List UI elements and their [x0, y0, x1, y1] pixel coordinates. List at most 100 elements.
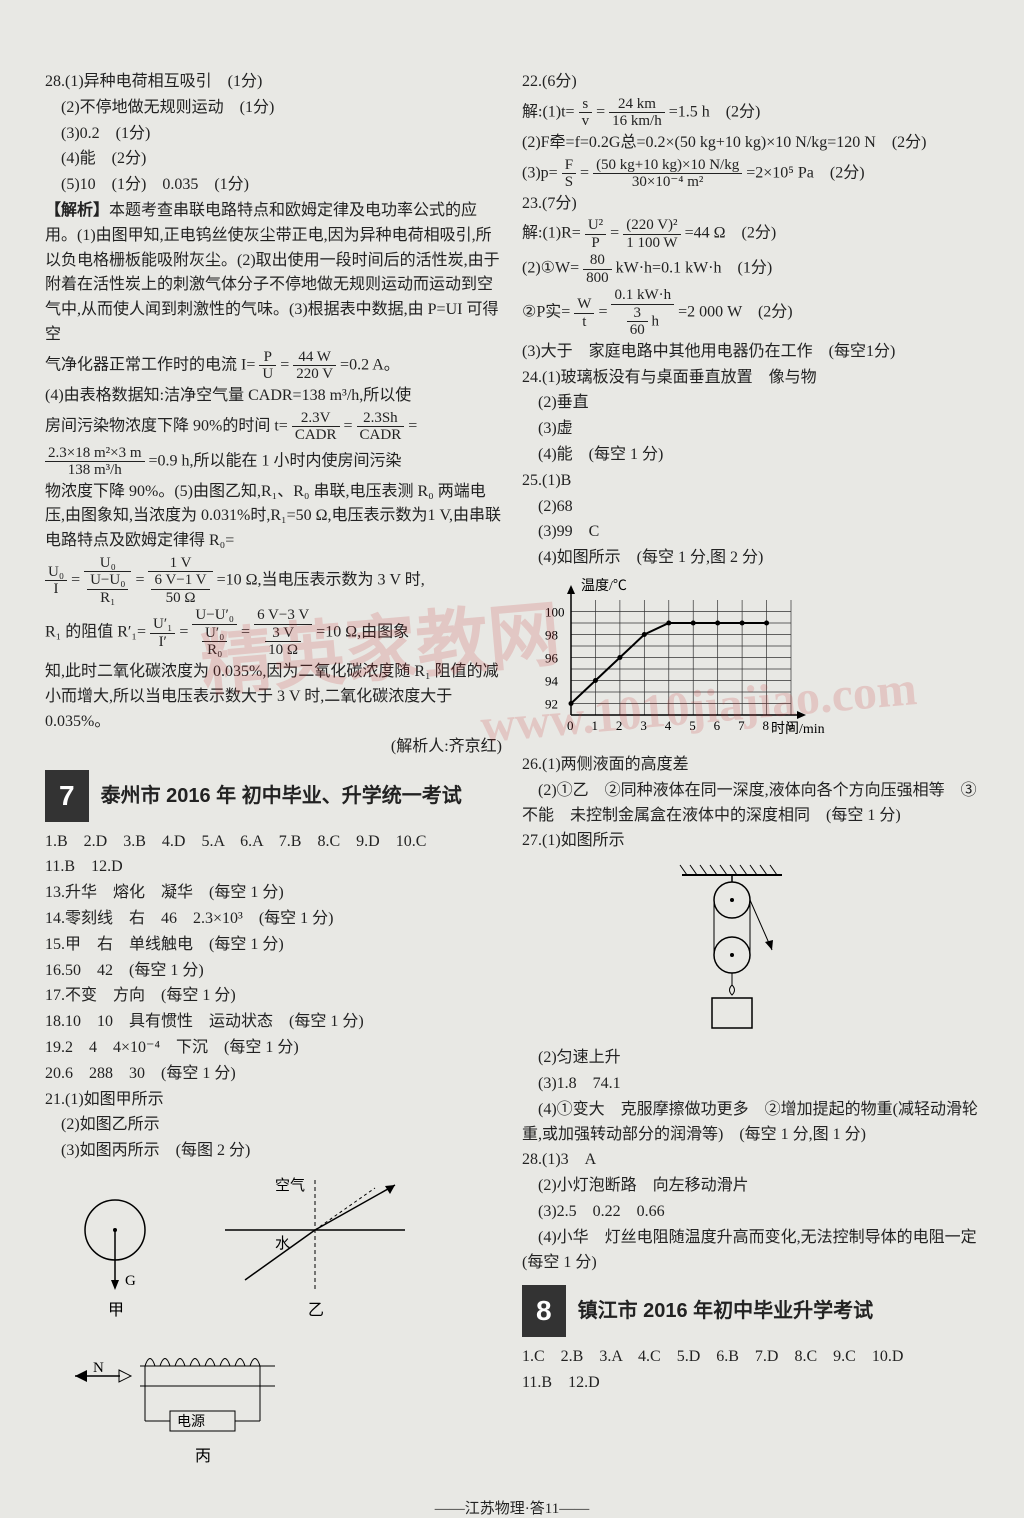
frac-num: U²: [585, 217, 606, 235]
q28b-line: (2)小灯泡断路 向左移动滑片: [522, 1174, 979, 1199]
frac-num: s: [579, 96, 593, 114]
answer-line: 11.B 12.D: [45, 855, 502, 880]
frac-num: U₀: [84, 555, 131, 573]
answer-line: 15.甲 右 单线触电 (每空 1 分): [45, 933, 502, 958]
label-bing: 丙: [195, 1448, 211, 1465]
q23-l3: ②P实= Wt = 0.1 kW·h360 h =2 000 W (2分): [522, 287, 979, 339]
q28-line: (5)10 (1分) 0.035 (1分): [45, 173, 502, 198]
q25-line: (2)68: [522, 495, 979, 520]
q22-l1: 解:(1)t= sv = 24 km16 km/h =1.5 h (2分): [522, 96, 979, 130]
credit-line: (解析人:齐京红): [45, 735, 502, 760]
q28b-line: (4)小华 灯丝电阻随温度升高而变化,无法控制导体的电阻一定 (每空 1 分): [522, 1226, 979, 1276]
frac-den: S: [562, 174, 576, 191]
diagram-bing: N 电源 丙: [45, 1336, 345, 1476]
svg-text:9: 9: [787, 718, 794, 733]
q23-header: 23.(7分): [522, 192, 979, 217]
frac-num: 6 V−1 V: [151, 572, 209, 590]
q22-l2: (2)F牵=f=0.2G总=0.2×(50 kg+10 kg)×10 N/kg=…: [522, 131, 979, 156]
frac-num: U−U₀: [87, 572, 128, 590]
svg-text:4: 4: [665, 718, 672, 733]
q22-l3: (3)p= FS = (50 kg+10 kg)×10 N/kg30×10⁻⁴ …: [522, 157, 979, 191]
frac-den: 60: [627, 322, 648, 339]
q26-line: (2)①乙 ②同种液体在同一深度,液体向各个方向压强相等 ③不能 未控制金属盒在…: [522, 779, 979, 829]
q28-line: 28.(1)异种电荷相互吸引 (1分): [45, 70, 502, 95]
frac-num: U′₀: [202, 625, 227, 643]
q28b-line: 28.(1)3 A: [522, 1148, 979, 1173]
q28b-line: (3)2.5 0.22 0.66: [522, 1200, 979, 1225]
analysis-text: 本题考查串联电路特点和欧姆定律及电功率公式的应用。(1)由图甲知,正电钨丝使灰尘…: [45, 202, 500, 343]
q26-line: 26.(1)两侧液面的高度差: [522, 753, 979, 778]
svg-text:0: 0: [567, 718, 574, 733]
q25-line: 25.(1)B: [522, 469, 979, 494]
section-8-header: 8 镇江市 2016 年初中毕业升学考试: [522, 1285, 979, 1336]
answer-line: 18.10 10 具有惯性 运动状态 (每空 1 分): [45, 1010, 502, 1035]
eq: =: [344, 417, 353, 434]
svg-text:6: 6: [714, 718, 721, 733]
label-air: 空气: [275, 1177, 305, 1194]
q25-line: (4)如图所示 (每空 1 分,图 2 分): [522, 546, 979, 571]
frac-num: U₀: [45, 564, 67, 582]
q24-line: (3)虚: [522, 417, 979, 442]
frac-den: I′: [150, 634, 175, 651]
formula-suffix: =10 Ω,由图象: [316, 624, 409, 641]
frac-den: CADR: [357, 427, 405, 444]
svg-text:100: 100: [545, 605, 565, 620]
label-G: G: [125, 1273, 136, 1289]
section-title: 泰州市 2016 年 初中毕业、升学统一考试: [101, 783, 462, 809]
answer-line: 19.2 4 4×10⁻⁴ 下沉 (每空 1 分): [45, 1036, 502, 1061]
q23-l2: (2)①W= 80800 kW·h=0.1 kW·h (1分): [522, 252, 979, 286]
frac-num: 0.1 kW·h: [611, 287, 674, 305]
frac-den: I: [45, 581, 67, 598]
suffix: =2 000 W (2分): [678, 304, 793, 321]
formula-line: 房间污染物浓度下降 90%的时间 t= 2.3VCADR = 2.3ShCADR…: [45, 410, 502, 444]
analysis-line: 物浓度下降 90%。(5)由图乙知,R₁、R₀ 串联,电压表测 R₀ 两端电压,…: [45, 480, 502, 554]
frac-den: 16 km/h: [609, 113, 665, 130]
suffix: =1.5 h (2分): [669, 103, 761, 120]
section-7-header: 7 泰州市 2016 年 初中毕业、升学统一考试: [45, 770, 502, 821]
frac-den: 10 Ω: [265, 642, 301, 659]
svg-text:94: 94: [545, 674, 559, 689]
prefix: (2)①W=: [522, 260, 579, 277]
frac-den: 30×10⁻⁴ m²: [593, 174, 742, 191]
answer-line: 13.升华 熔化 凝华 (每空 1 分): [45, 881, 502, 906]
frac-num: U′₁: [150, 616, 175, 634]
frac-num: 44 W: [293, 349, 336, 367]
answer-line: 11.B 12.D: [522, 1371, 979, 1396]
svg-text:3: 3: [640, 718, 647, 733]
analysis-line: 知,此时二氧化碳浓度为 0.035%,因为二氧化碳浓度随 R₁ 阻值的减小而增大…: [45, 660, 502, 734]
q27-line: (4)①变大 克服摩擦做功更多 ②增加提起的物重(减轻动滑轮重,或加强转动部分的…: [522, 1098, 979, 1148]
eq: =: [280, 356, 289, 373]
answer-line: 17.不变 方向 (每空 1 分): [45, 984, 502, 1009]
frac-num: 2.3V: [292, 410, 340, 428]
q25-line: (3)99 C: [522, 520, 979, 545]
svg-text:1: 1: [591, 718, 598, 733]
q24-line: 24.(1)玻璃板没有与桌面垂直放置 像与物: [522, 366, 979, 391]
page-container: 28.(1)异种电荷相互吸引 (1分) (2)不停地做无规则运动 (1分) (3…: [45, 70, 979, 1482]
section-title: 镇江市 2016 年初中毕业升学考试: [578, 1298, 874, 1324]
answer-line: 14.零刻线 右 46 2.3×10³ (每空 1 分): [45, 907, 502, 932]
q23-l4: (3)大于 家庭电路中其他用电器仍在工作 (每空1分): [522, 340, 979, 365]
eq: =: [580, 164, 589, 181]
q27-line: (3)1.8 74.1: [522, 1072, 979, 1097]
q27-line: 27.(1)如图所示: [522, 829, 979, 854]
frac-num: (220 V)²: [623, 217, 680, 235]
label-power: 电源: [177, 1414, 205, 1430]
den-suffix: h: [648, 313, 659, 329]
formula-prefix: 房间污染物浓度下降 90%的时间 t=: [45, 417, 288, 434]
answer-line: 20.6 288 30 (每空 1 分): [45, 1062, 502, 1087]
formula-prefix: R₁ 的阻值 R′₁=: [45, 624, 146, 641]
eq: =: [408, 417, 417, 434]
svg-text:8: 8: [763, 718, 770, 733]
answer-line: 16.50 42 (每空 1 分): [45, 959, 502, 984]
q24-line: (4)能 (每空 1 分): [522, 443, 979, 468]
frac-den: P: [585, 235, 606, 252]
frac-den: 138 m³/h: [45, 462, 145, 479]
suffix: =44 Ω (2分): [685, 225, 777, 242]
answer-line: 1.B 2.D 3.B 4.D 5.A 6.A 7.B 8.C 9.D 10.C: [45, 830, 502, 855]
svg-text:92: 92: [545, 697, 558, 712]
answer-line: 21.(1)如图甲所示: [45, 1088, 502, 1113]
svg-text:7: 7: [738, 718, 745, 733]
frac-num: F: [562, 157, 576, 175]
frac-num: 6 V−3 V: [254, 607, 312, 625]
prefix: 解:(1)t=: [522, 103, 575, 120]
